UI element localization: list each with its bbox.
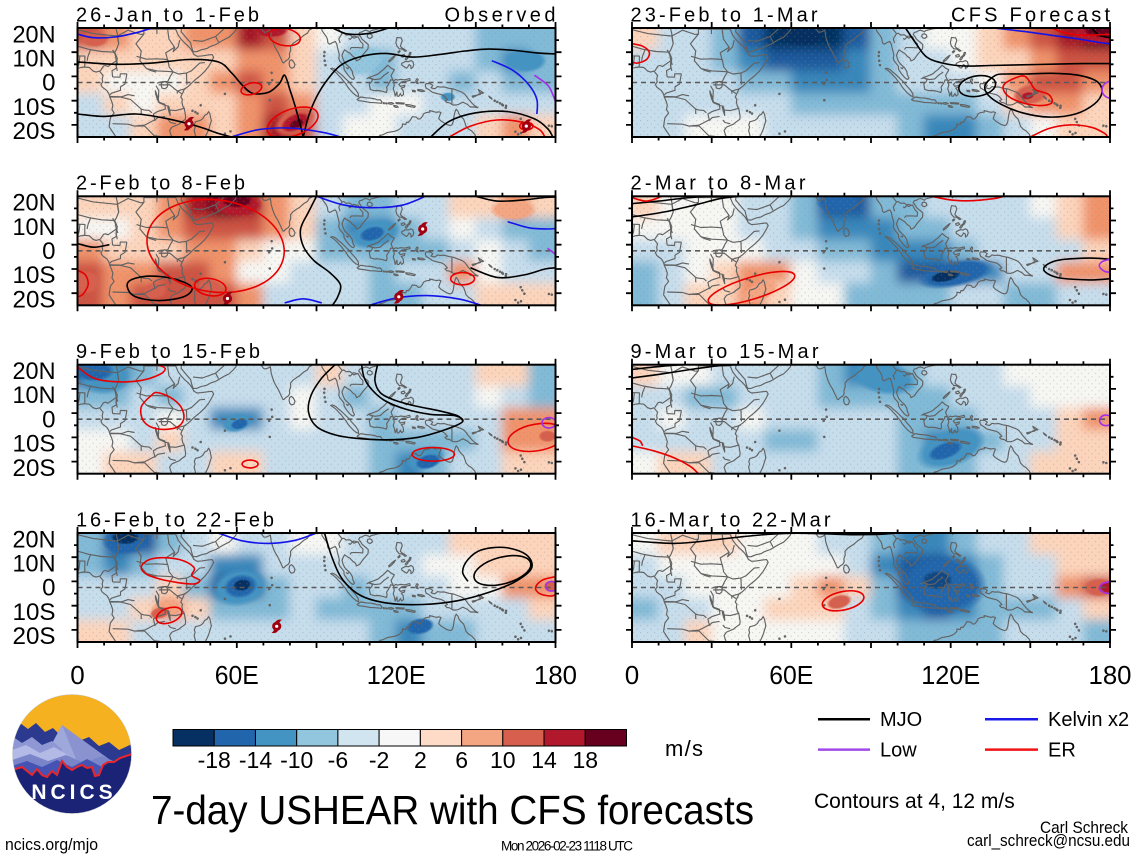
svg-text:2-Mar to 8-Mar: 2-Mar to 8-Mar: [631, 173, 806, 195]
svg-text:14: 14: [531, 747, 557, 773]
svg-text:Contours at 4, 12 m/s: Contours at 4, 12 m/s: [814, 790, 1015, 813]
svg-text:ER: ER: [1048, 739, 1076, 761]
svg-text:2-Feb to 8-Feb: 2-Feb to 8-Feb: [76, 173, 245, 195]
svg-text:0: 0: [70, 660, 84, 690]
svg-text:26-Jan to 1-Feb: 26-Jan to 1-Feb: [76, 4, 259, 26]
svg-text:carl_schreck@ncsu.edu: carl_schreck@ncsu.edu: [967, 831, 1130, 850]
svg-text:120E: 120E: [921, 660, 980, 690]
svg-text:0: 0: [42, 575, 55, 602]
svg-text:16-Mar to 22-Mar: 16-Mar to 22-Mar: [631, 509, 831, 531]
svg-text:-10: -10: [280, 747, 313, 773]
svg-text:180: 180: [534, 660, 577, 690]
svg-text:20S: 20S: [13, 286, 56, 313]
svg-text:10N: 10N: [13, 214, 56, 241]
svg-text:120E: 120E: [367, 660, 426, 690]
svg-text:0: 0: [42, 238, 55, 265]
svg-text:CFS Forecast: CFS Forecast: [951, 4, 1110, 26]
svg-text:6: 6: [455, 747, 468, 773]
svg-text:10N: 10N: [13, 551, 56, 578]
svg-text:20S: 20S: [13, 623, 56, 650]
svg-text:m/s: m/s: [665, 736, 703, 761]
svg-text:-6: -6: [328, 747, 348, 773]
svg-text:Carl Schreck: Carl Schreck: [1040, 818, 1128, 837]
svg-text:20N: 20N: [13, 526, 56, 553]
svg-text:Mon 2026-02-23 1118 UTC: Mon 2026-02-23 1118 UTC: [501, 839, 633, 854]
svg-text:7-day USHEAR with CFS forecast: 7-day USHEAR with CFS forecasts: [151, 787, 754, 833]
svg-text:10N: 10N: [13, 382, 56, 409]
svg-text:60E: 60E: [215, 660, 259, 690]
svg-text:18: 18: [573, 747, 599, 773]
svg-text:20N: 20N: [13, 190, 56, 217]
svg-text:10S: 10S: [13, 599, 56, 626]
svg-text:0: 0: [625, 660, 639, 690]
svg-text:MJO: MJO: [880, 709, 922, 731]
svg-text:10N: 10N: [13, 46, 56, 73]
svg-text:NCICS: NCICS: [31, 781, 116, 804]
svg-text:10: 10: [490, 747, 516, 773]
svg-text:20S: 20S: [13, 118, 56, 145]
svg-text:Kelvin x2: Kelvin x2: [1048, 709, 1129, 731]
svg-text:16-Feb to 22-Feb: 16-Feb to 22-Feb: [76, 509, 274, 531]
svg-text:60E: 60E: [769, 660, 813, 690]
svg-text:0: 0: [42, 406, 55, 433]
svg-text:20N: 20N: [13, 358, 56, 385]
svg-text:20S: 20S: [13, 455, 56, 482]
svg-text:180: 180: [1089, 660, 1132, 690]
svg-text:10S: 10S: [13, 431, 56, 458]
svg-text:2: 2: [414, 747, 427, 773]
svg-text:20N: 20N: [13, 21, 56, 48]
svg-text:9-Mar to 15-Mar: 9-Mar to 15-Mar: [631, 341, 819, 363]
svg-text:-2: -2: [369, 747, 389, 773]
svg-text:23-Feb to 1-Mar: 23-Feb to 1-Mar: [631, 4, 818, 26]
svg-text:9-Feb to 15-Feb: 9-Feb to 15-Feb: [76, 341, 260, 363]
svg-text:ncics.org/mjo: ncics.org/mjo: [5, 835, 98, 854]
svg-text:10S: 10S: [13, 262, 56, 289]
svg-text:-14: -14: [239, 747, 272, 773]
svg-text:0: 0: [42, 70, 55, 97]
svg-text:-18: -18: [198, 747, 231, 773]
svg-text:Low: Low: [880, 739, 917, 761]
svg-text:10S: 10S: [13, 94, 56, 121]
